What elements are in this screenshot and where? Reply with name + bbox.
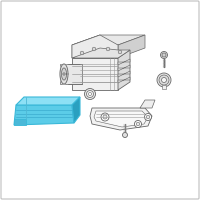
Circle shape: [88, 92, 92, 96]
Polygon shape: [14, 119, 26, 125]
Polygon shape: [72, 35, 118, 58]
Circle shape: [157, 73, 171, 87]
Circle shape: [162, 53, 166, 57]
Circle shape: [92, 47, 96, 51]
Circle shape: [103, 115, 107, 119]
Polygon shape: [72, 48, 130, 58]
Polygon shape: [118, 50, 130, 90]
Polygon shape: [90, 108, 152, 130]
Polygon shape: [62, 68, 66, 80]
Circle shape: [118, 50, 122, 54]
Polygon shape: [118, 71, 130, 77]
Polygon shape: [72, 35, 145, 45]
Polygon shape: [118, 65, 130, 71]
Polygon shape: [16, 97, 80, 105]
Circle shape: [144, 114, 152, 120]
Circle shape: [80, 51, 84, 55]
Polygon shape: [140, 100, 155, 108]
Polygon shape: [14, 105, 74, 125]
Circle shape: [136, 122, 140, 126]
Circle shape: [101, 113, 109, 121]
Polygon shape: [60, 64, 82, 84]
Polygon shape: [60, 64, 68, 84]
Polygon shape: [118, 35, 145, 58]
Polygon shape: [72, 97, 80, 123]
Circle shape: [106, 47, 110, 51]
Circle shape: [86, 90, 94, 98]
Circle shape: [146, 115, 150, 119]
Circle shape: [134, 120, 142, 128]
Circle shape: [159, 75, 169, 85]
Polygon shape: [94, 111, 148, 127]
Polygon shape: [72, 35, 100, 58]
Polygon shape: [118, 77, 130, 83]
Polygon shape: [72, 58, 118, 90]
Circle shape: [63, 73, 65, 75]
Circle shape: [160, 51, 168, 58]
Circle shape: [162, 77, 166, 82]
Circle shape: [84, 88, 96, 99]
Polygon shape: [162, 85, 166, 89]
Circle shape: [122, 132, 128, 138]
Polygon shape: [118, 59, 130, 65]
